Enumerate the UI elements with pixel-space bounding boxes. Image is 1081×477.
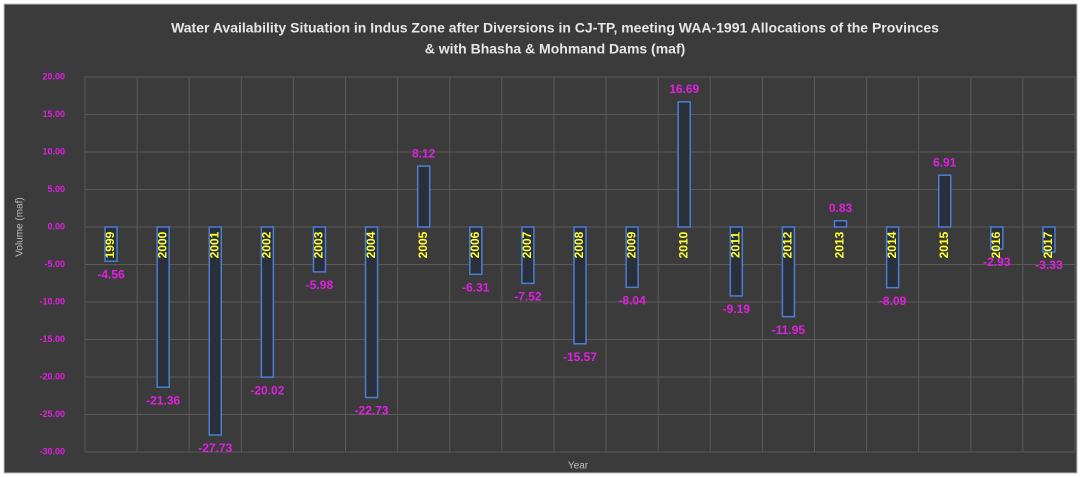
chart-title: Water Availability Situation in Indus Zo… [171,20,939,36]
bar [416,165,431,228]
data-label: -5.98 [306,278,334,292]
x-tick-label: 2006 [468,231,482,258]
bar [1042,226,1056,253]
y-axis-title: Volume (maf) [15,197,26,256]
bar [312,226,327,273]
x-tick-label: 2008 [572,231,586,258]
data-label: 8.12 [412,146,436,160]
x-tick-label: 2003 [312,231,326,258]
bar [364,226,379,399]
data-label: -2.93 [983,255,1011,269]
bar [781,226,796,318]
y-tick-label: -25.00 [39,409,65,419]
x-tick-label: 1999 [103,231,117,258]
x-tick-label: 2016 [989,231,1003,258]
data-label: 0.83 [829,201,853,215]
bar [573,226,587,345]
x-tick-label: 2012 [781,231,795,258]
bar [260,226,275,378]
data-label: -8.04 [618,293,646,307]
data-label: -4.56 [97,267,125,281]
y-tick-label: -15.00 [39,334,65,344]
data-label: -8.09 [879,294,907,308]
x-tick-label: 2017 [1041,231,1055,258]
x-tick-label: 2000 [155,231,169,258]
data-label: -27.73 [198,441,232,455]
x-tick-label: 2013 [833,231,847,258]
y-tick-label: 15.00 [42,109,65,119]
x-tick-label: 2014 [885,231,899,258]
y-tick-label: 10.00 [42,146,65,156]
y-tick-label: 0.00 [47,221,65,231]
x-tick-label: 2004 [364,231,378,258]
data-label: -22.73 [355,404,389,418]
x-tick-label: 2015 [937,231,951,258]
bar [104,226,118,262]
bar [833,220,848,228]
y-tick-label: 20.00 [42,71,65,81]
x-tick-label: 2002 [260,231,274,258]
data-label: -11.95 [772,323,806,337]
x-tick-label: 2007 [520,231,534,258]
data-label: -7.52 [514,290,542,304]
x-axis-title: Year [568,461,589,472]
y-tick-label: -20.00 [39,371,65,381]
x-tick-label: 2009 [624,231,638,258]
bar [208,226,223,436]
y-tick-label: 5.00 [47,184,65,194]
data-label: -3.33 [1035,258,1063,272]
x-tick-label: 2011 [728,232,742,258]
x-tick-label: 2001 [207,231,221,258]
chart-title: & with Bhasha & Mohmand Dams (maf) [425,41,686,57]
bar [937,174,952,228]
y-tick-label: -5.00 [44,259,65,269]
y-tick-label: -30.00 [39,446,65,456]
y-tick-label: -10.00 [39,296,65,306]
data-label: 16.69 [669,82,699,96]
bar [625,226,639,289]
bar [469,226,483,276]
bar [885,226,900,289]
bar [729,226,744,297]
data-label: 6.91 [933,155,957,169]
data-label: -21.36 [146,393,180,407]
bar [990,226,1004,250]
bar [677,101,691,228]
bar [156,226,170,388]
data-label: -9.19 [723,302,751,316]
x-tick-label: 2010 [676,231,690,258]
data-label: -15.57 [563,350,597,364]
x-tick-label: 2005 [416,231,430,258]
bar [521,226,535,285]
data-label: -6.31 [462,280,490,294]
data-label: -20.02 [250,383,284,397]
